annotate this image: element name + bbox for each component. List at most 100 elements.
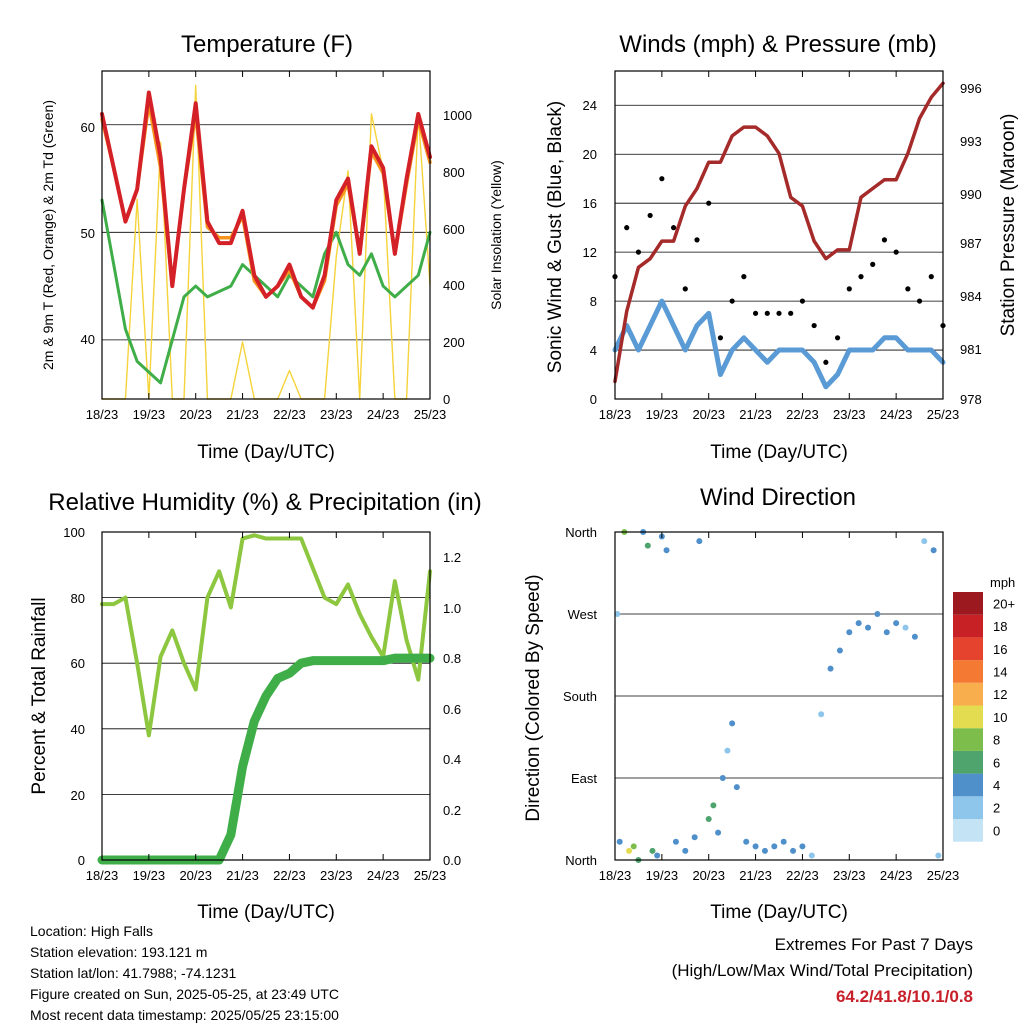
direction-ytick: North	[565, 525, 597, 540]
figure-created: Figure created on Sun, 2025-05-25, at 23…	[30, 986, 339, 1002]
winds-plot-area	[612, 81, 946, 390]
legend-swatch	[953, 705, 983, 729]
humidity-ytick-left: 40	[71, 722, 85, 737]
direction-point	[743, 838, 750, 845]
x-tick-label: 25/23	[927, 407, 960, 422]
winds-ytick-left: 8	[590, 294, 597, 309]
winds-ytick-right: 993	[960, 134, 982, 149]
legend-swatch	[953, 796, 983, 819]
direction-point	[771, 843, 778, 850]
x-tick-label: 18/23	[599, 868, 632, 883]
humidity-ytick-right: 0.8	[443, 651, 461, 666]
legend-swatch	[953, 682, 983, 706]
direction-point	[654, 852, 661, 859]
legend-swatch	[953, 750, 983, 774]
winds-ytick-right: 987	[960, 236, 982, 251]
direction-point	[724, 747, 731, 754]
direction-point	[921, 538, 928, 545]
x-tick-label: 22/23	[273, 868, 306, 883]
humidity-ytick-right: 1.2	[443, 550, 461, 565]
humidity-plot-area	[97, 533, 435, 865]
direction-point	[883, 629, 890, 636]
station-info: Location: High Falls Station elevation: …	[30, 921, 339, 1026]
x-tick-label: 25/23	[414, 868, 447, 883]
legend-label: 14	[993, 664, 1007, 679]
direction-xlabel: Time (Day/UTC)	[710, 902, 848, 923]
humidity-ytick-right: 0.4	[443, 752, 461, 767]
direction-point	[616, 838, 623, 845]
legend-label: 10	[993, 710, 1007, 725]
gust-point	[893, 249, 899, 255]
gust-point	[764, 310, 770, 316]
legend-title: mph	[990, 575, 1015, 590]
gust-point	[776, 310, 782, 316]
humidity-xticks: 18/23 19/23 20/23 21/23 22/23 23/23 24/23 25/23	[86, 532, 447, 883]
x-tick-label: 25/23	[927, 868, 960, 883]
station-latlon: Station lat/lon: 41.7988; -74.1231	[30, 965, 237, 981]
direction-point	[733, 784, 740, 791]
direction-ytick: West	[568, 607, 598, 622]
series-line-station-pressure	[613, 81, 945, 384]
humidity-title: Relative Humidity (%) & Precipitation (i…	[48, 489, 481, 516]
x-tick-label: 19/23	[133, 868, 166, 883]
direction-point	[710, 802, 717, 809]
recent-timestamp: Most recent data timestamp: 2025/05/25 2…	[30, 1007, 339, 1023]
winds-ytick-right: 996	[960, 81, 982, 96]
direction-ytick: South	[563, 689, 597, 704]
legend-label: 8	[993, 733, 1000, 748]
direction-point	[874, 611, 881, 617]
gust-point	[647, 212, 653, 219]
humidity-ytick-right: 0.6	[443, 702, 461, 717]
gust-point	[706, 200, 712, 206]
direction-point	[790, 847, 797, 854]
x-tick-label: 21/23	[739, 407, 772, 422]
series-line-2m-td	[100, 198, 432, 385]
winds-ytick-left: 16	[583, 196, 597, 211]
series-line-2m-t	[100, 90, 432, 310]
x-tick-label: 21/23	[226, 407, 259, 422]
x-tick-label: 20/23	[179, 868, 212, 883]
direction-point	[799, 843, 806, 850]
x-tick-label: 20/23	[692, 407, 725, 422]
direction-point	[644, 542, 651, 549]
direction-title: Wind Direction	[700, 484, 856, 511]
temperature-ytick-right: 800	[443, 165, 465, 180]
x-tick-label: 19/23	[646, 407, 679, 422]
direction-point	[672, 838, 679, 845]
x-tick-label: 20/23	[179, 407, 212, 422]
gust-point	[834, 335, 841, 341]
legend-swatch	[953, 728, 983, 751]
direction-point	[836, 647, 843, 654]
direction-frame	[614, 531, 944, 861]
station-location: Location: High Falls	[30, 923, 153, 939]
x-tick-label: 22/23	[786, 407, 819, 422]
direction-point	[663, 547, 670, 554]
gust-point	[624, 225, 630, 231]
extremes-values: 64.2/41.8/10.1/0.8	[835, 987, 973, 1006]
winds-ytick-right: 978	[960, 392, 982, 407]
gust-point	[694, 237, 700, 243]
gust-point	[635, 249, 642, 255]
gust-point	[916, 298, 923, 304]
legend-label: 0	[993, 823, 1000, 838]
x-tick-label: 18/23	[86, 407, 119, 422]
direction-point	[846, 629, 853, 636]
gust-point	[823, 359, 829, 365]
speed-color-legend: 0 2 4 6 8 10 12 14 16 18 20+	[953, 592, 1015, 842]
extremes-box: Extremes For Past 7 Days (High/Low/Max W…	[672, 932, 973, 1010]
winds-ytick-right: 981	[960, 342, 982, 357]
direction-point	[614, 611, 621, 617]
direction-point	[719, 775, 726, 781]
gust-point	[799, 298, 806, 304]
x-tick-label: 19/23	[133, 407, 166, 422]
temperature-ytick-right: 0	[443, 392, 450, 407]
legend-swatch	[953, 660, 983, 683]
legend-label: 2	[993, 801, 1000, 816]
series-line-sonic-wind	[612, 298, 946, 390]
direction-point	[893, 620, 900, 627]
x-tick-label: 19/23	[646, 868, 679, 883]
x-tick-label: 25/23	[414, 407, 447, 422]
x-tick-label: 18/23	[599, 407, 632, 422]
gust-point	[752, 310, 759, 316]
